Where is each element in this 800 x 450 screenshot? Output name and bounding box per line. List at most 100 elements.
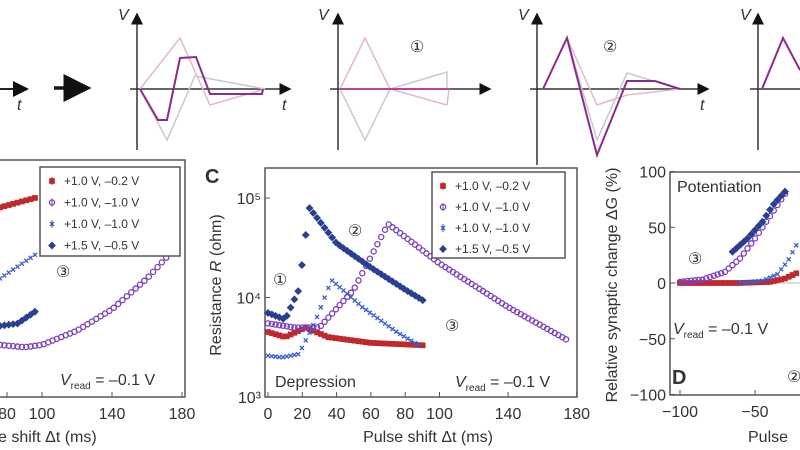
data-point <box>290 295 299 304</box>
data-point <box>6 270 12 276</box>
x-tick-label: 80 <box>396 406 414 423</box>
data-point <box>778 266 784 272</box>
legend-label: +1.0 V, –1.0 V <box>455 200 530 214</box>
data-point <box>9 342 17 350</box>
data-point <box>351 284 359 291</box>
plot-frame <box>0 159 186 398</box>
data-point <box>268 320 276 328</box>
data-point <box>745 279 750 285</box>
waveform-pre <box>446 88 450 106</box>
data-point <box>324 228 333 237</box>
v-label: V <box>118 7 130 24</box>
data-point <box>32 195 38 201</box>
data-point <box>684 277 691 285</box>
waveform-pre <box>139 36 266 106</box>
legend-marker <box>49 221 55 227</box>
waveform-net <box>542 35 681 159</box>
t-label: t <box>700 97 705 114</box>
data-point <box>336 301 343 309</box>
x-tick-label: 180 <box>169 406 196 423</box>
data-point <box>18 343 26 351</box>
data-point <box>0 276 3 281</box>
data-point <box>294 287 303 296</box>
data-point <box>740 250 748 257</box>
data-point <box>741 280 747 286</box>
data-point <box>706 273 714 281</box>
data-point <box>276 321 283 329</box>
data-point <box>325 285 331 291</box>
data-point <box>264 320 272 327</box>
legend-marker <box>48 199 56 206</box>
data-point <box>763 276 769 282</box>
data-point <box>286 303 295 312</box>
data-point <box>5 342 12 349</box>
y-tick-label: −100 <box>630 388 666 405</box>
data-point <box>321 318 328 326</box>
data-point <box>328 310 336 317</box>
data-point <box>17 316 26 325</box>
data-point <box>562 336 570 343</box>
legend-marker <box>440 225 446 231</box>
data-point <box>141 277 148 285</box>
x-tick-label: 100 <box>426 406 453 423</box>
data-point <box>710 272 718 280</box>
data-point <box>786 256 792 262</box>
data-point <box>306 324 313 331</box>
data-point <box>303 337 309 343</box>
data-point <box>282 311 291 320</box>
panel-label: D <box>672 367 686 389</box>
y-tick-label: −50 <box>639 332 666 349</box>
data-point <box>739 237 748 246</box>
legend-item: +1.0 V, –0.2 V <box>49 174 139 188</box>
data-point <box>288 353 294 359</box>
series-4 <box>728 187 789 256</box>
waveform-post <box>339 70 448 142</box>
data-point <box>15 264 20 270</box>
vread-label: Vread = –0.1 V <box>60 372 156 392</box>
legend-item: +1.5 V, –0.5 V <box>48 239 139 253</box>
data-point <box>355 277 362 284</box>
y-axis-label: Resistance R (ohm) <box>208 214 225 355</box>
data-point <box>287 323 294 331</box>
data-point <box>283 323 291 330</box>
data-point <box>276 354 282 360</box>
data-point <box>370 248 377 255</box>
data-point <box>265 353 271 359</box>
legend-item: +1.0 V, –1.0 V <box>49 217 139 231</box>
x-tick-label: 80 <box>0 406 16 423</box>
data-point <box>378 318 384 324</box>
data-point <box>748 279 754 285</box>
data-point <box>22 343 30 351</box>
legend-item: +1.5 V, –0.5 V <box>439 242 530 256</box>
legend-marker <box>440 183 446 189</box>
x-tick-label: 20 <box>293 406 311 423</box>
legend-marker <box>439 245 447 253</box>
data-point <box>736 241 744 250</box>
data-point <box>393 329 399 335</box>
marker-1: ① <box>273 272 287 289</box>
y-tick-label: 10³ <box>238 390 262 407</box>
series-3 <box>0 252 38 281</box>
data-point <box>295 351 301 357</box>
data-point <box>328 233 337 242</box>
data-point <box>381 226 389 234</box>
data-point <box>325 314 332 321</box>
data-point <box>793 270 800 277</box>
data-point <box>412 340 418 346</box>
legend-label: +1.0 V, –0.2 V <box>455 179 530 193</box>
x-tick-label: −50 <box>741 404 768 421</box>
legend-item: +1.0 V, –1.0 V <box>440 221 530 235</box>
data-point <box>732 244 741 253</box>
data-point <box>747 230 756 239</box>
x-tick-label: 40 <box>328 406 346 423</box>
data-point <box>752 279 758 284</box>
data-point <box>154 263 161 271</box>
depression-label: Depression <box>275 374 356 391</box>
waveform-pre <box>339 36 448 106</box>
data-point <box>31 342 39 350</box>
data-point <box>767 274 773 280</box>
data-point <box>302 324 309 331</box>
data-point <box>718 269 725 277</box>
data-point <box>110 304 118 312</box>
data-point <box>314 314 320 320</box>
